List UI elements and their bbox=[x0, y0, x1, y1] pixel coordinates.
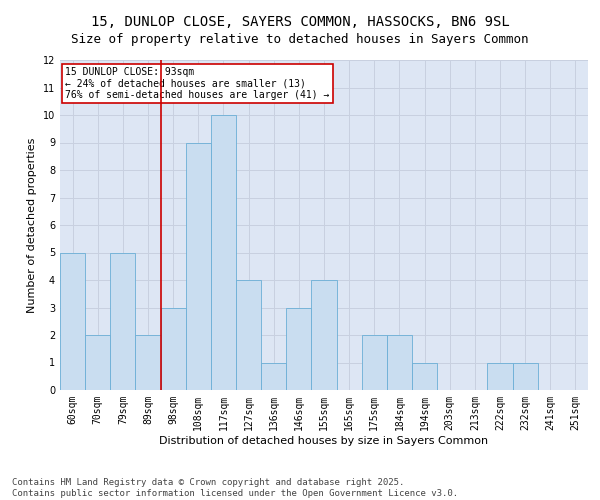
Bar bbox=[136, 335, 161, 390]
Bar bbox=[412, 362, 437, 390]
Bar bbox=[487, 362, 512, 390]
Bar bbox=[236, 280, 261, 390]
Bar bbox=[362, 335, 387, 390]
Bar bbox=[311, 280, 337, 390]
Text: 15, DUNLOP CLOSE, SAYERS COMMON, HASSOCKS, BN6 9SL: 15, DUNLOP CLOSE, SAYERS COMMON, HASSOCK… bbox=[91, 15, 509, 29]
Bar bbox=[261, 362, 286, 390]
Bar bbox=[186, 142, 211, 390]
Text: 15 DUNLOP CLOSE: 93sqm
← 24% of detached houses are smaller (13)
76% of semi-det: 15 DUNLOP CLOSE: 93sqm ← 24% of detached… bbox=[65, 66, 329, 100]
X-axis label: Distribution of detached houses by size in Sayers Common: Distribution of detached houses by size … bbox=[160, 436, 488, 446]
Bar bbox=[512, 362, 538, 390]
Bar bbox=[211, 115, 236, 390]
Bar bbox=[387, 335, 412, 390]
Bar bbox=[110, 252, 136, 390]
Y-axis label: Number of detached properties: Number of detached properties bbox=[27, 138, 37, 312]
Bar bbox=[60, 252, 85, 390]
Text: Contains HM Land Registry data © Crown copyright and database right 2025.
Contai: Contains HM Land Registry data © Crown c… bbox=[12, 478, 458, 498]
Bar bbox=[85, 335, 110, 390]
Bar bbox=[161, 308, 186, 390]
Text: Size of property relative to detached houses in Sayers Common: Size of property relative to detached ho… bbox=[71, 32, 529, 46]
Bar bbox=[286, 308, 311, 390]
